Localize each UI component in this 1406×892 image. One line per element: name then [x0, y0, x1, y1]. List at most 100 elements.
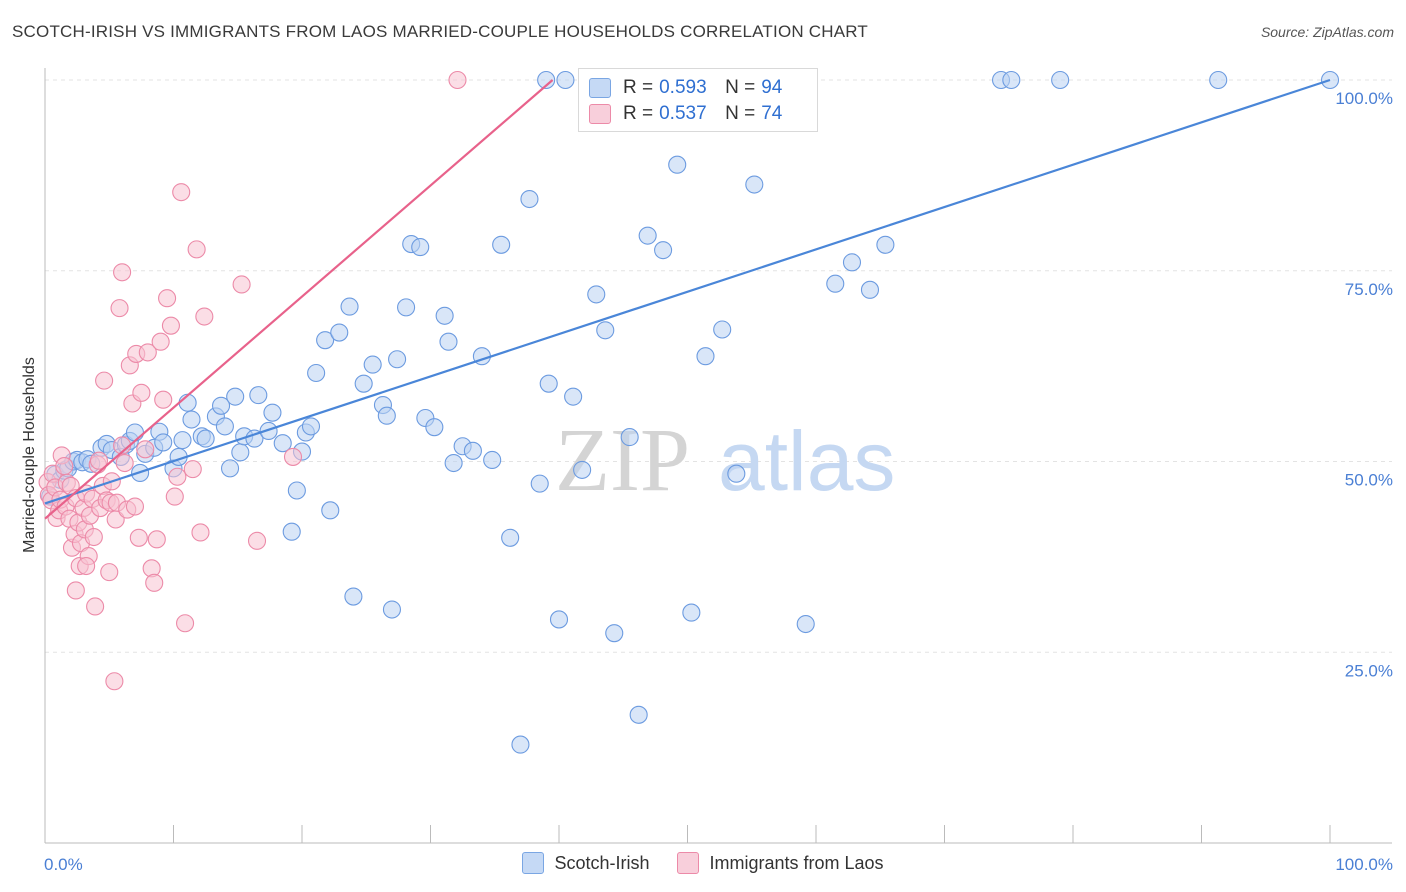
- scotch-irish-point: [245, 429, 264, 448]
- legend-n-value: 74: [761, 103, 783, 124]
- laos-point: [89, 451, 109, 470]
- scotch-irish-point: [1209, 70, 1228, 90]
- scotch-irish-point: [215, 417, 234, 436]
- legend-swatch-pink: [677, 852, 700, 874]
- scotch-irish-point: [340, 297, 359, 316]
- x-tick-label: 0.0%: [44, 855, 83, 874]
- scotch-irish-point: [860, 280, 880, 299]
- scotch-irish-point: [211, 396, 231, 415]
- laos-point: [168, 467, 187, 486]
- laos-point: [100, 563, 119, 582]
- scotch-irish-point: [573, 460, 592, 479]
- scotch-irish-point: [439, 332, 458, 351]
- legend-n-value: 94: [761, 77, 783, 98]
- scotch-irish-point: [259, 421, 278, 441]
- scotch-irish-point: [354, 374, 373, 393]
- y-tick-label: 75.0%: [1345, 280, 1393, 299]
- scotch-irish-point: [321, 501, 340, 520]
- watermark-atlas: atlas: [718, 414, 895, 508]
- laos-point: [55, 457, 74, 476]
- laos-point: [176, 614, 195, 633]
- x-tick-labels: 0.0% 100.0%: [44, 855, 1393, 874]
- scotch-irish-point: [682, 603, 701, 622]
- scotch-irish-point: [564, 387, 583, 406]
- scotch-irish-point: [530, 474, 549, 493]
- laos-point: [161, 316, 180, 335]
- legend-row-scotch-irish: R = 0.593 N = 94: [589, 77, 782, 99]
- scotch-irish-point: [713, 320, 732, 339]
- y-tick-label: 50.0%: [1345, 471, 1393, 490]
- laos-point: [132, 383, 151, 402]
- scotch-irish-point: [444, 453, 463, 473]
- laos-point: [147, 530, 166, 549]
- laos-point: [113, 263, 132, 282]
- legend-item-laos: Immigrants from Laos: [677, 852, 884, 874]
- scotch-irish-point: [620, 428, 639, 447]
- laos-point: [136, 440, 155, 459]
- scotch-irish-point: [1002, 70, 1021, 90]
- scotch-irish-point: [492, 235, 511, 254]
- scotch-irish-point: [727, 464, 746, 483]
- scotch-irish-point: [654, 241, 673, 260]
- legend-r-label: R =: [623, 103, 654, 124]
- legend-n-label: N =: [725, 103, 756, 124]
- scotch-irish-point: [397, 298, 416, 317]
- chart-title: SCOTCH-IRISH VS IMMIGRANTS FROM LAOS MAR…: [12, 22, 869, 41]
- legend-r-value: 0.537: [659, 103, 707, 124]
- scotch-irish-point: [173, 431, 192, 450]
- y-tick-label: 100.0%: [1335, 89, 1393, 108]
- scotch-irish-point: [638, 226, 657, 245]
- laos-trend-line: [44, 79, 554, 520]
- laos-point: [195, 307, 214, 326]
- y-tick-label: 25.0%: [1345, 661, 1393, 680]
- source-label: Source: ZipAtlas.com: [1260, 24, 1394, 40]
- scotch-irish-point: [842, 253, 862, 272]
- legend-swatch-blue: [522, 852, 545, 874]
- trend-lines: [44, 78, 1331, 520]
- laos-point: [183, 460, 202, 479]
- scotch-irish-point: [587, 285, 606, 304]
- scotch-irish-point: [287, 481, 306, 500]
- scotch-irish-point: [605, 624, 624, 643]
- scotch-irish-point: [154, 433, 173, 452]
- scotch-irish-point: [826, 274, 845, 293]
- scotch-irish-point: [344, 587, 363, 606]
- laos-point: [165, 487, 184, 506]
- laos-point: [145, 573, 164, 592]
- laos-point: [110, 299, 129, 318]
- scotch-irish-point: [501, 528, 520, 547]
- laos-point: [125, 497, 144, 516]
- scotch-irish-point: [182, 410, 201, 429]
- scotch-irish-point: [382, 600, 402, 619]
- legend-r-label: R =: [623, 77, 654, 98]
- laos-point: [129, 528, 148, 547]
- scotch-irish-point: [549, 610, 569, 629]
- scotch-irish-point: [231, 443, 250, 462]
- laos-point: [154, 390, 173, 409]
- scotch-irish-point: [263, 403, 282, 422]
- scotch-irish-point: [249, 386, 268, 405]
- scotch-irish-point: [125, 423, 144, 442]
- legend-row-laos: R = 0.537 N = 74: [589, 103, 782, 125]
- x-tick-label: 100.0%: [1335, 855, 1393, 874]
- laos-point: [84, 527, 103, 547]
- scotch-irish-point: [520, 189, 539, 209]
- laos-point: [158, 289, 177, 308]
- scotch-irish-point: [745, 175, 764, 194]
- scotch-irish-point: [463, 441, 482, 460]
- legend-swatch-blue: [589, 78, 611, 98]
- scotch-irish-trend-line: [44, 78, 1331, 505]
- laos-point: [187, 240, 206, 259]
- laos-point: [172, 183, 191, 202]
- scotch-irish-point: [876, 235, 895, 254]
- scotch-irish-point: [1051, 70, 1070, 90]
- legend-label-scotch-irish: Scotch-Irish: [554, 852, 650, 873]
- scotch-irish-point: [556, 70, 575, 90]
- scotch-irish-point: [273, 434, 292, 453]
- legend-item-scotch-irish: Scotch-Irish: [522, 852, 649, 874]
- grid-lines: [45, 79, 1392, 653]
- laos-point: [151, 332, 170, 351]
- scotch-irish-point: [539, 374, 558, 393]
- scotch-irish-point: [301, 417, 321, 436]
- scotch-irish-point: [435, 306, 454, 325]
